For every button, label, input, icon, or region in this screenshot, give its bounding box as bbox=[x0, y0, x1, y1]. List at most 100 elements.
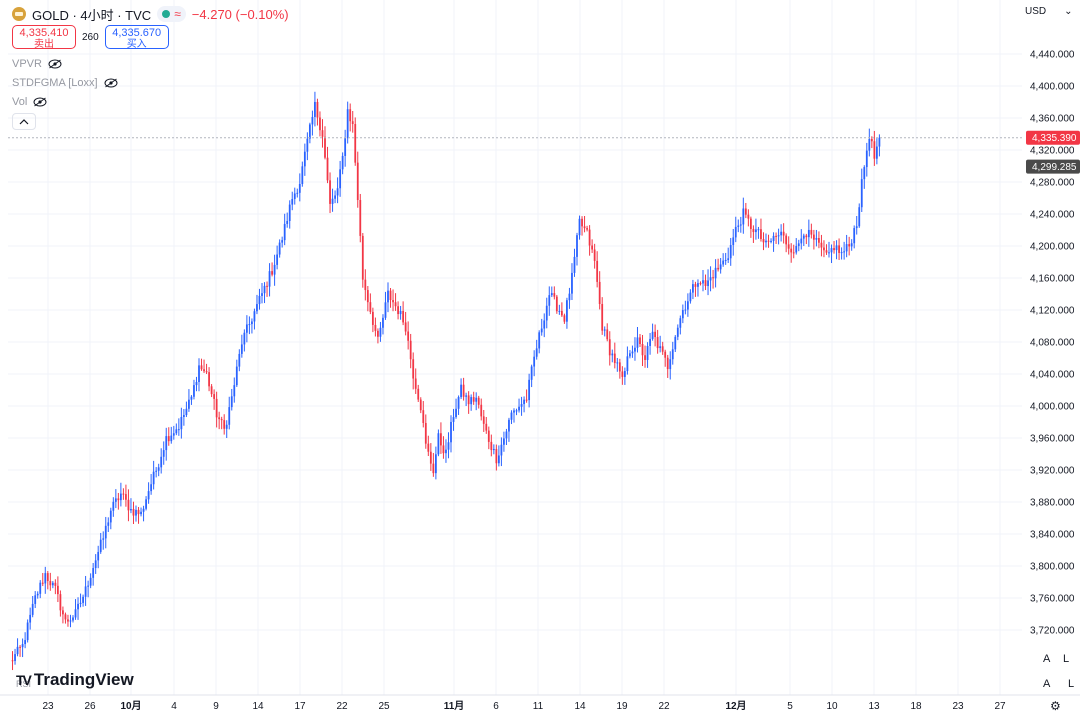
candle-body bbox=[578, 218, 581, 236]
candle-body bbox=[414, 378, 417, 389]
candle-body bbox=[674, 336, 677, 350]
collapse-legend-button[interactable] bbox=[12, 113, 36, 130]
eye-slash-icon[interactable] bbox=[33, 97, 47, 107]
candle-body bbox=[109, 510, 112, 523]
candle-body bbox=[16, 646, 19, 655]
candle-body bbox=[767, 240, 770, 242]
rsi-label: RSI bbox=[16, 679, 32, 689]
candle-body bbox=[566, 300, 568, 322]
candle-body bbox=[795, 246, 798, 253]
log-scale-button[interactable]: L bbox=[1063, 653, 1070, 665]
candle-body bbox=[714, 267, 717, 279]
candle-body bbox=[540, 328, 543, 333]
candle-body bbox=[520, 404, 523, 407]
candle-body bbox=[467, 395, 470, 405]
time-tick-label: 10月 bbox=[120, 700, 141, 712]
sell-button[interactable]: 4,335.410 卖出 bbox=[12, 25, 76, 50]
candle-body bbox=[679, 318, 682, 328]
candle-body bbox=[29, 614, 32, 623]
candle-body bbox=[193, 385, 195, 397]
candle-body bbox=[62, 610, 64, 615]
candle-body bbox=[860, 179, 863, 208]
settings-gear-icon[interactable]: ⚙ bbox=[1050, 699, 1061, 713]
price-axis-panel[interactable] bbox=[1022, 0, 1080, 713]
candle-body bbox=[664, 351, 667, 358]
candle-body bbox=[238, 353, 241, 367]
candle-body bbox=[616, 362, 619, 364]
candle-body bbox=[298, 183, 301, 193]
time-tick-label: 4 bbox=[171, 701, 177, 712]
candle-body bbox=[603, 329, 606, 331]
candle-body bbox=[727, 258, 730, 261]
candle-body bbox=[389, 290, 392, 301]
candle-body bbox=[598, 281, 601, 304]
candle-body bbox=[825, 250, 828, 253]
candle-body bbox=[440, 433, 442, 446]
candle-body bbox=[402, 310, 405, 323]
candle-body bbox=[188, 399, 190, 409]
candle-body bbox=[752, 228, 755, 233]
candle-body bbox=[424, 422, 427, 444]
candle-body bbox=[455, 408, 457, 418]
candle-body bbox=[513, 410, 515, 413]
candle-body bbox=[649, 338, 651, 346]
eye-slash-icon[interactable] bbox=[48, 59, 62, 69]
auto-scale-button[interactable]: A bbox=[1043, 653, 1051, 665]
candle-body bbox=[538, 332, 541, 349]
candle-body bbox=[278, 242, 281, 255]
buy-label: 买入 bbox=[126, 39, 147, 50]
candle-body bbox=[878, 137, 881, 147]
market-open-dot-icon bbox=[162, 10, 171, 18]
candle-body bbox=[666, 357, 669, 370]
symbol-title[interactable]: GOLD · 4小时 · TVC bbox=[32, 7, 152, 23]
candle-body bbox=[235, 366, 238, 386]
candle-body bbox=[152, 471, 155, 485]
indicator-vol[interactable]: Vol bbox=[12, 92, 289, 111]
last-price-badge bbox=[1026, 130, 1080, 145]
candle-body bbox=[203, 369, 205, 372]
auto-scale-button-lower[interactable]: A bbox=[1043, 678, 1051, 690]
candle-body bbox=[79, 602, 82, 604]
candle-body bbox=[508, 419, 510, 432]
candle-body bbox=[56, 585, 59, 595]
candle-body bbox=[190, 396, 193, 400]
candle-body bbox=[631, 351, 634, 354]
time-tick-label: 5 bbox=[787, 701, 793, 712]
candle-body bbox=[853, 228, 856, 244]
price-axis[interactable]: 4,440.000 4,400.000 4,360.000 4,320.000 4,28… bbox=[1026, 50, 1080, 637]
time-tick-label: 22 bbox=[336, 701, 348, 712]
tradingview-logo[interactable]: TV TradingView bbox=[16, 670, 134, 690]
candle-body bbox=[329, 180, 331, 204]
candle-body bbox=[818, 237, 820, 243]
candle-body bbox=[44, 573, 47, 584]
candle-body bbox=[361, 235, 364, 280]
candle-body bbox=[24, 640, 27, 645]
candle-body bbox=[515, 410, 518, 412]
candle-body bbox=[608, 339, 611, 356]
candle-body bbox=[571, 272, 573, 294]
price-tick-label: 3,720.000 bbox=[1030, 626, 1075, 637]
buy-button[interactable]: 4,335.670 买入 bbox=[104, 25, 169, 50]
candle-body bbox=[392, 300, 394, 303]
log-scale-button-lower[interactable]: L bbox=[1068, 678, 1075, 690]
currency-selector[interactable]: USD ⌄ bbox=[1025, 6, 1073, 17]
indicator-stdfgma[interactable]: STDFGMA [Loxx] bbox=[12, 73, 289, 92]
indicator-vpvr[interactable]: VPVR bbox=[12, 54, 289, 73]
candle-body bbox=[442, 445, 445, 454]
market-status[interactable]: ≈ bbox=[157, 6, 186, 22]
candle-body bbox=[371, 311, 374, 325]
candle-body bbox=[102, 538, 105, 540]
candle-body bbox=[482, 416, 485, 424]
candle-body bbox=[77, 603, 79, 610]
candle-body bbox=[812, 234, 815, 240]
candle-body bbox=[180, 417, 183, 430]
eye-slash-icon[interactable] bbox=[104, 78, 118, 88]
candle-body bbox=[805, 235, 808, 238]
candle-body bbox=[815, 237, 818, 240]
time-axis[interactable]: 23 26 10月 4 9 14 17 22 25 11月 6 11 14 19 22 12月 5 10 13 18 2… bbox=[0, 694, 1080, 712]
candle-body bbox=[104, 525, 107, 539]
candle-body bbox=[293, 193, 296, 200]
time-tick-label: 22 bbox=[658, 701, 670, 712]
candle-body bbox=[125, 494, 127, 500]
